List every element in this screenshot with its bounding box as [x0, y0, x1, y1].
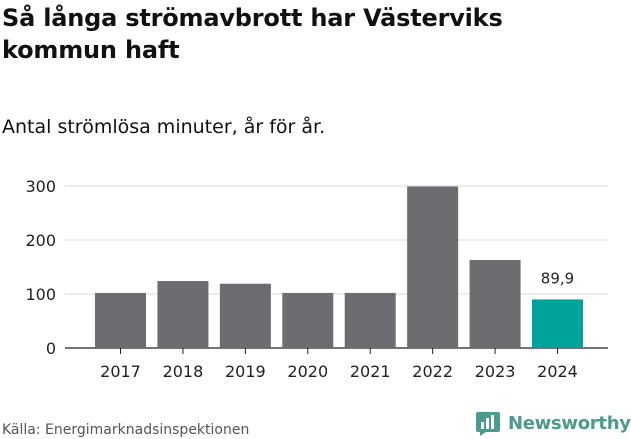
- y-tick-label: 100: [25, 285, 56, 304]
- x-tick-label: 2023: [475, 362, 516, 381]
- source-note: Källa: Energimarknadsinspektionen: [2, 422, 250, 438]
- data-labels: 89,9: [541, 269, 574, 287]
- y-tick-label: 200: [25, 231, 56, 250]
- bar-2022: [407, 186, 459, 348]
- x-tick-label: 2017: [100, 362, 141, 381]
- x-tick-label: 2021: [350, 362, 391, 381]
- x-tick-label: 2022: [412, 362, 453, 381]
- bar-2020: [282, 292, 334, 348]
- x-tick-label: 2020: [287, 362, 328, 381]
- x-tick-label: 2024: [537, 362, 578, 381]
- y-tick-label: 0: [46, 339, 56, 358]
- newsworthy-logo[interactable]: Newsworthy: [474, 408, 631, 438]
- x-tick-label: 2018: [163, 362, 204, 381]
- bar-2023: [469, 259, 521, 348]
- chart-subtitle: Antal strömlösa minuter, år för år.: [2, 116, 326, 138]
- gridlines: [65, 185, 608, 349]
- chart-title: Så långa strömavbrott har Västerviks kom…: [2, 4, 503, 64]
- bars: [95, 186, 584, 348]
- data-label: 89,9: [541, 269, 574, 287]
- bar-2024: [532, 299, 584, 348]
- newsworthy-logo-text: Newsworthy: [508, 412, 631, 434]
- bar-2018: [157, 281, 209, 348]
- bar-2017: [95, 292, 146, 348]
- bar-2019: [219, 283, 271, 348]
- x-axis-ticks: 2017 2018 2019 2020 2021 2022 2023 2024: [100, 348, 578, 381]
- bar-2021: [344, 292, 396, 348]
- y-tick-label: 300: [25, 177, 56, 196]
- x-tick-label: 2019: [225, 362, 266, 381]
- newsworthy-logo-icon: [476, 412, 500, 436]
- y-axis-ticks: 0 100 200 300: [25, 177, 56, 358]
